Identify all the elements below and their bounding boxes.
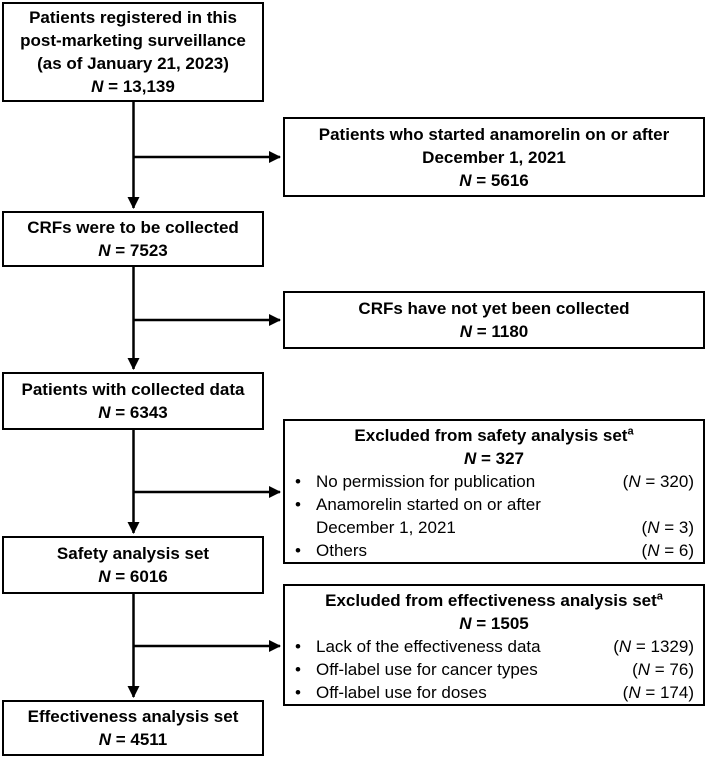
box-text-line: post-marketing surveillance xyxy=(20,31,246,50)
box-text-line: December 1, 2021 xyxy=(422,147,566,167)
flow-box-excluded-from-effectiveness-analysis-set: Excluded from effectiveness analysis set… xyxy=(283,584,705,706)
box-text-line: Patients with collected data xyxy=(21,380,245,399)
n-count: N = 7523 xyxy=(98,241,168,260)
box-text-line: CRFs have not yet been collected xyxy=(358,299,630,318)
reason-count: (N = 174) xyxy=(622,683,694,702)
footnote-marker: a xyxy=(627,425,634,438)
n-count: N = 6343 xyxy=(98,403,168,422)
bullet-icon: • xyxy=(295,637,301,656)
exclusion-reason-continuation: December 1, 2021 (N = 3) xyxy=(316,518,694,537)
exclusion-reason: • No permission for publication (N = 320… xyxy=(295,472,694,491)
bullet-icon: • xyxy=(295,472,301,491)
n-count: N = 327 xyxy=(463,449,525,468)
box-text-line: (as of January 21, 2023) xyxy=(37,54,229,73)
flow-box-patients-with-collected-data: Patients with collected data N = 6343 xyxy=(2,372,264,430)
reason-count: (N = 6) xyxy=(641,541,694,560)
bullet-icon: • xyxy=(295,495,301,514)
exclusion-reason: • Off-label use for cancer types (N = 76… xyxy=(295,660,694,679)
n-count: N = 1505 xyxy=(459,614,529,633)
n-count: N = 4511 xyxy=(98,730,168,749)
n-count: N = 6016 xyxy=(98,567,168,586)
flow-box-effectiveness-analysis-set: Effectiveness analysis set N = 4511 xyxy=(2,700,264,756)
reason-count: (N = 1329) xyxy=(613,637,694,656)
flow-box-crfs-not-yet-collected: CRFs have not yet been collected N = 118… xyxy=(283,291,705,349)
exclusion-reason: • Anamorelin started on or after xyxy=(295,495,541,514)
box-text-line: Safety analysis set xyxy=(56,544,210,563)
footnote-marker: a xyxy=(656,590,663,603)
exclusion-reason: • Off-label use for doses (N = 174) xyxy=(295,683,694,702)
exclusion-title: Excluded from effectiveness analysis set… xyxy=(325,590,663,610)
n-count: N = 5616 xyxy=(459,170,529,190)
exclusion-reason: • Others (N = 6) xyxy=(295,541,694,560)
exclusion-title: Excluded from safety analysis seta xyxy=(354,425,634,445)
flow-box-started-anamorelin-after-cutoff: Patients who started anamorelin on or af… xyxy=(283,117,705,197)
bullet-icon: • xyxy=(295,683,301,702)
box-text-line: CRFs were to be collected xyxy=(27,218,239,237)
flow-box-excluded-from-safety-analysis-set: Excluded from safety analysis seta N = 3… xyxy=(283,419,705,564)
reason-count: (N = 76) xyxy=(632,660,694,679)
flow-box-safety-analysis-set: Safety analysis set N = 6016 xyxy=(2,536,264,594)
exclusion-reason: • Lack of the effectiveness data (N = 13… xyxy=(295,637,694,656)
n-count: N = 13,139 xyxy=(91,77,175,96)
n-count: N = 1180 xyxy=(459,322,529,341)
bullet-icon: • xyxy=(295,660,301,679)
box-text-line: Effectiveness analysis set xyxy=(27,707,239,726)
flow-box-crfs-to-be-collected: CRFs were to be collected N = 7523 xyxy=(2,211,264,267)
reason-count: (N = 320) xyxy=(622,472,694,491)
bullet-icon: • xyxy=(295,541,301,560)
reason-count: (N = 3) xyxy=(641,518,694,537)
box-text-line: Patients registered in this xyxy=(29,8,237,27)
flow-box-registered: Patients registered in this post-marketi… xyxy=(2,2,264,102)
box-text-line: Patients who started anamorelin on or af… xyxy=(318,124,670,144)
